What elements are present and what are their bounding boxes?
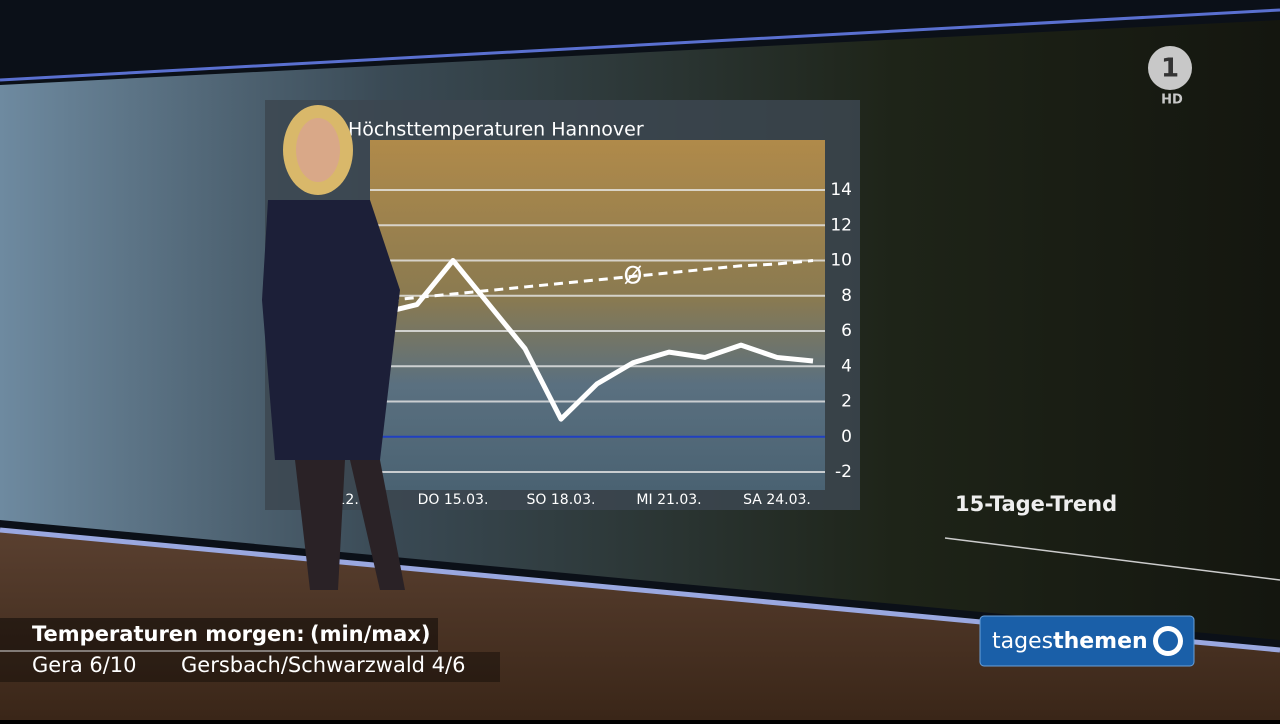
presenter	[262, 105, 405, 590]
lower-third-heading: Temperaturen morgen:	[32, 622, 305, 646]
channel-quality: HD	[1161, 93, 1183, 108]
side-label: 15-Tage-Trend	[955, 492, 1117, 516]
plot-area	[370, 140, 825, 490]
chart-title: Höchsttemperaturen Hannover	[348, 119, 644, 141]
x-tick-label: SA 24.03.	[743, 492, 811, 508]
trend-rule	[944, 537, 1280, 581]
y-tick-label: 6	[841, 321, 852, 341]
x-tick-label: MI 21.03.	[636, 492, 701, 508]
y-tick-label: 0	[841, 427, 852, 447]
show-logo-emblem	[1158, 631, 1178, 651]
channel-number: 1	[1161, 54, 1179, 84]
average-line	[344, 259, 814, 307]
y-tick-label: 8	[841, 286, 852, 306]
presenter-dress	[262, 200, 400, 460]
presenter-face	[296, 118, 340, 182]
series-label: Ø	[624, 261, 643, 289]
lower-third-item: Gera 6/10	[32, 653, 137, 677]
x-tick-label: SO 18.03.	[527, 492, 596, 508]
presenter-legs	[295, 460, 405, 590]
y-tick-label: 14	[830, 180, 852, 200]
y-tick-label: 10	[830, 251, 852, 271]
show-logo-text: tagesthemen	[992, 629, 1148, 654]
y-tick-label: 2	[841, 392, 852, 412]
wall-edge	[0, 8, 1280, 82]
lower-third-unit: (min/max)	[310, 622, 431, 646]
logo-part: themen	[1053, 629, 1148, 654]
lower-third-band	[0, 618, 438, 652]
channel-logo	[1148, 46, 1192, 90]
y-tick-label: 12	[830, 215, 852, 235]
y-tick-label: -2	[835, 462, 852, 482]
lower-third-item: Gersbach/Schwarzwald 4/6	[181, 653, 465, 677]
y-tick-label: 4	[841, 356, 852, 376]
x-tick-label: DO 15.03.	[418, 492, 489, 508]
lower-third-band	[0, 652, 500, 682]
show-logo	[979, 615, 1195, 667]
logo-part: tages	[992, 629, 1053, 654]
